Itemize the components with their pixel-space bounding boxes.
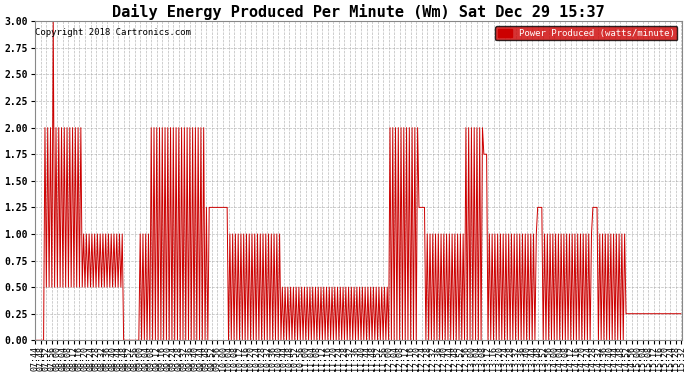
Title: Daily Energy Produced Per Minute (Wm) Sat Dec 29 15:37: Daily Energy Produced Per Minute (Wm) Sa… [112, 4, 604, 20]
Text: Copyright 2018 Cartronics.com: Copyright 2018 Cartronics.com [35, 28, 191, 37]
Legend: Power Produced (watts/minute): Power Produced (watts/minute) [495, 26, 678, 40]
